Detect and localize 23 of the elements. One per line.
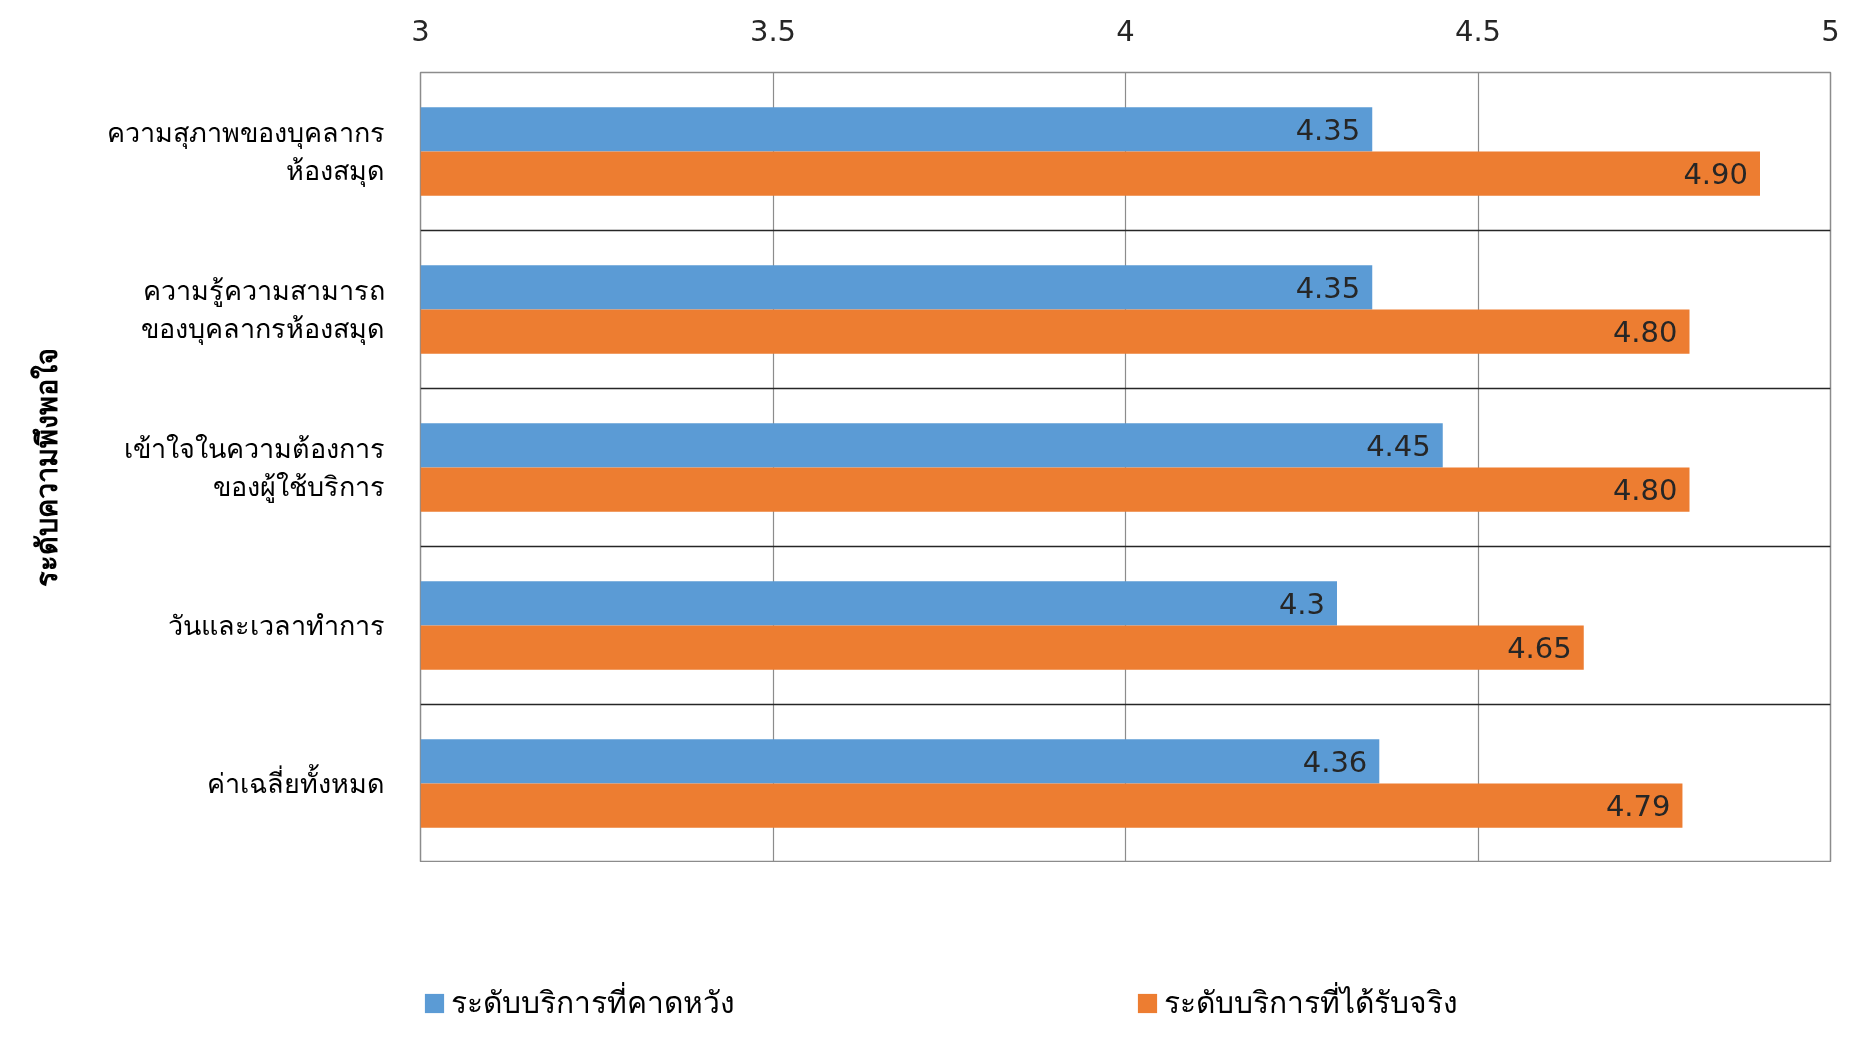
data-label: 4.45 (1366, 428, 1431, 463)
y-axis-title: ระดับความพึงพอใจ (29, 348, 64, 587)
data-label: 4.35 (1295, 270, 1361, 305)
y-tick-label: เข้าใจในความต้องการ ของผู้ใช้บริการ (123, 433, 385, 503)
data-label: 4.65 (1507, 631, 1572, 666)
y-tick-label: ค่าเฉลี่ยทั้งหมด (206, 764, 385, 799)
data-label: 4.36 (1302, 744, 1368, 779)
data-label: 4.35 (1295, 112, 1361, 147)
data-label: 4.80 (1612, 315, 1678, 350)
data-label: 4.79 (1605, 789, 1671, 824)
data-label: 4.90 (1683, 157, 1749, 192)
x-tick-label: 5 (1821, 13, 1840, 48)
x-tick-label: 4.5 (1454, 13, 1502, 48)
y-tick-label: ความสุภาพของบุคลากร ห้องสมุด (106, 117, 385, 188)
x-tick-label: 3 (411, 13, 430, 48)
y-tick-label: วันและเวลาทำการ (167, 610, 385, 641)
data-label: 4.80 (1612, 473, 1678, 508)
x-tick-label: 4 (1116, 13, 1135, 48)
legend-label: ระดับบริการที่ได้รับจริง (1164, 981, 1458, 1022)
data-label: 4.3 (1278, 586, 1326, 621)
legend-label: ระดับบริการที่คาดหวัง (451, 981, 735, 1022)
x-tick-label: 3.5 (749, 13, 797, 48)
y-tick-label: ความรู้ความสามารถ ของบุคลากรห้องสมุด (140, 275, 385, 346)
